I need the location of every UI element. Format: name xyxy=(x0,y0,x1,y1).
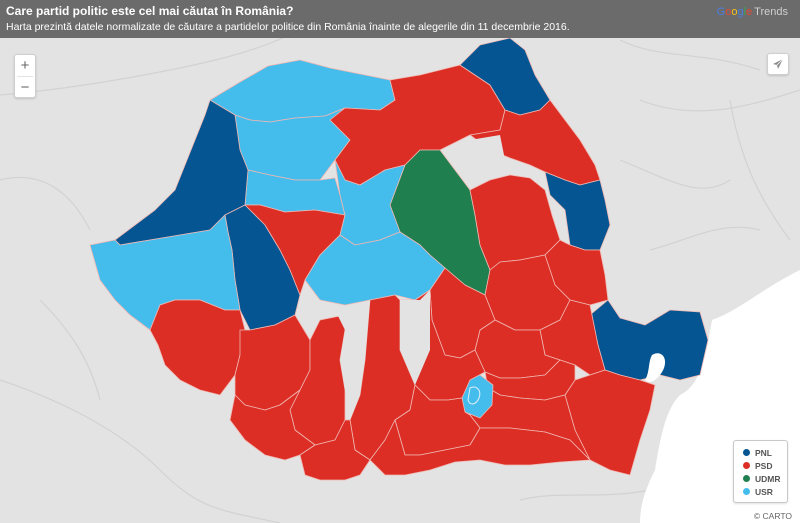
google-letter: g xyxy=(737,6,744,18)
county-pnl[interactable] xyxy=(544,171,611,251)
land-gap xyxy=(445,135,505,175)
udmr-color-dot xyxy=(743,475,750,482)
county-psd[interactable] xyxy=(229,389,316,461)
county-regions xyxy=(89,37,709,481)
zoom-in-button[interactable]: + xyxy=(15,55,35,76)
google-letter: o xyxy=(731,6,738,18)
legend-item-udmr: UDMR xyxy=(743,472,787,485)
county-psd[interactable] xyxy=(369,419,591,476)
carto-attribution[interactable]: © CARTO xyxy=(753,511,792,521)
map-title: Care partid politic este cel mai căutat … xyxy=(6,4,294,18)
map-subtitle: Harta prezintă datele normalizate de cău… xyxy=(6,21,570,33)
legend-label: UDMR xyxy=(755,473,781,484)
google-letter: G xyxy=(716,6,726,18)
google-letter: l xyxy=(743,6,747,18)
legend-item-usr: USR xyxy=(743,485,787,498)
map-header: Care partid politic este cel mai căutat … xyxy=(0,0,800,38)
zoom-out-button[interactable]: − xyxy=(15,77,35,98)
land-gap xyxy=(400,290,430,385)
legend-label: PNL xyxy=(755,447,772,458)
google-letter: e xyxy=(746,6,753,18)
zoom-control: + − xyxy=(14,54,36,98)
pnl-color-dot xyxy=(743,449,750,456)
zoom-divider xyxy=(17,76,33,77)
map-legend: PNL PSD UDMR USR xyxy=(733,440,788,503)
razim-lake xyxy=(645,353,666,383)
google-letter: o xyxy=(725,6,732,18)
paper-plane-icon xyxy=(773,58,784,69)
county-usr[interactable] xyxy=(89,214,241,331)
legend-label: USR xyxy=(755,486,773,497)
land-gap xyxy=(335,300,370,420)
trends-label: Trends xyxy=(754,6,788,18)
county-usr[interactable] xyxy=(304,231,446,306)
legend-item-pnl: PNL xyxy=(743,446,787,459)
google-trends-logo: Google Trends xyxy=(717,6,788,18)
bucharest-outline xyxy=(467,386,481,405)
county-psd[interactable] xyxy=(299,419,371,481)
non-romania-gaps xyxy=(335,135,505,420)
legend-item-psd: PSD xyxy=(743,459,787,472)
usr-color-dot xyxy=(743,488,750,495)
share-button[interactable] xyxy=(767,53,789,75)
legend-label: PSD xyxy=(755,460,773,471)
psd-color-dot xyxy=(743,462,750,469)
road-network xyxy=(0,29,800,523)
